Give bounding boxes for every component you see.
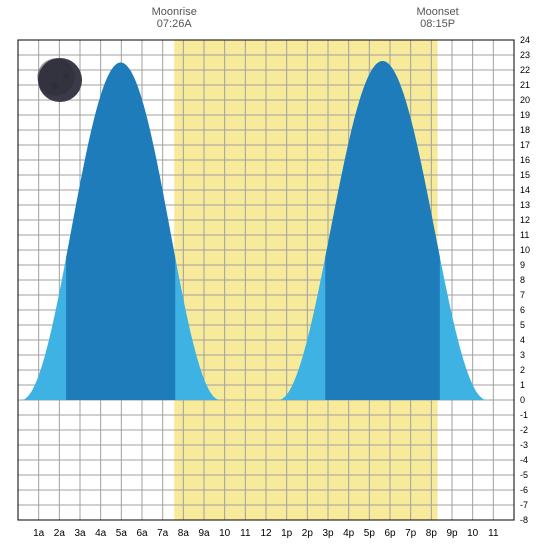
x-tick-label: 8a xyxy=(178,528,190,539)
y-tick-label: 20 xyxy=(520,95,530,105)
moonrise-time: 07:26A xyxy=(144,18,204,30)
y-tick-label: 21 xyxy=(520,80,530,90)
x-tick-label: 11 xyxy=(488,528,499,539)
y-tick-label: -8 xyxy=(520,515,528,525)
moonset-time: 08:15P xyxy=(408,18,468,30)
y-tick-label: 10 xyxy=(520,245,530,255)
x-tick-label: 9p xyxy=(446,528,458,539)
y-tick-label: 7 xyxy=(520,290,525,300)
y-tick-label: 16 xyxy=(520,155,530,165)
x-tick-label: 5a xyxy=(116,528,128,539)
y-tick-label: 24 xyxy=(520,35,530,45)
y-tick-label: 22 xyxy=(520,65,530,75)
y-tick-label: 14 xyxy=(520,185,530,195)
y-tick-label: 15 xyxy=(520,170,530,180)
x-tick-label: 9a xyxy=(198,528,210,539)
y-tick-label: -1 xyxy=(520,410,528,420)
x-tick-label: 6p xyxy=(384,528,396,539)
y-tick-label: 8 xyxy=(520,275,525,285)
moonset-label: Moonset08:15P xyxy=(408,6,468,30)
y-tick-label: 9 xyxy=(520,260,525,270)
y-tick-label: 3 xyxy=(520,350,525,360)
chart-canvas: -8-7-6-5-4-3-2-1012345678910111213141516… xyxy=(0,0,550,550)
y-tick-label: -3 xyxy=(520,440,528,450)
x-tick-label: 2p xyxy=(302,528,314,539)
y-tick-label: 18 xyxy=(520,125,530,135)
y-tick-label: -4 xyxy=(520,455,528,465)
x-tick-label: 7p xyxy=(405,528,417,539)
moonrise-label: Moonrise07:26A xyxy=(144,6,204,30)
y-tick-label: -7 xyxy=(520,500,528,510)
y-tick-label: 17 xyxy=(520,140,530,150)
y-tick-label: 5 xyxy=(520,320,525,330)
y-tick-label: 12 xyxy=(520,215,530,225)
y-tick-label: 4 xyxy=(520,335,525,345)
moonrise-title: Moonrise xyxy=(144,6,204,18)
x-tick-label: 5p xyxy=(364,528,376,539)
x-tick-label: 8p xyxy=(426,528,438,539)
x-tick-label: 4a xyxy=(95,528,107,539)
y-tick-label: 13 xyxy=(520,200,530,210)
x-tick-label: 3a xyxy=(74,528,86,539)
x-tick-label: 4p xyxy=(343,528,355,539)
y-tick-label: 6 xyxy=(520,305,525,315)
y-tick-label: 1 xyxy=(520,380,525,390)
y-tick-label: -5 xyxy=(520,470,528,480)
x-tick-label: 1p xyxy=(281,528,293,539)
y-tick-label: 11 xyxy=(520,230,529,240)
y-tick-label: -6 xyxy=(520,485,528,495)
x-tick-label: 2a xyxy=(54,528,66,539)
x-tick-label: 1a xyxy=(33,528,45,539)
y-tick-label: 23 xyxy=(520,50,530,60)
moonset-title: Moonset xyxy=(408,6,468,18)
y-tick-label: -2 xyxy=(520,425,528,435)
x-tick-label: 7a xyxy=(157,528,169,539)
y-tick-label: 19 xyxy=(520,110,530,120)
y-tick-label: 0 xyxy=(520,395,525,405)
tide-moon-chart: -8-7-6-5-4-3-2-1012345678910111213141516… xyxy=(0,0,550,550)
y-tick-label: 2 xyxy=(520,365,525,375)
x-tick-label: 3p xyxy=(322,528,334,539)
x-tick-label: 6a xyxy=(136,528,148,539)
x-tick-label: 10 xyxy=(467,528,479,539)
x-tick-label: 12 xyxy=(260,528,272,539)
x-tick-label: 10 xyxy=(219,528,231,539)
x-tick-label: 11 xyxy=(240,528,251,539)
